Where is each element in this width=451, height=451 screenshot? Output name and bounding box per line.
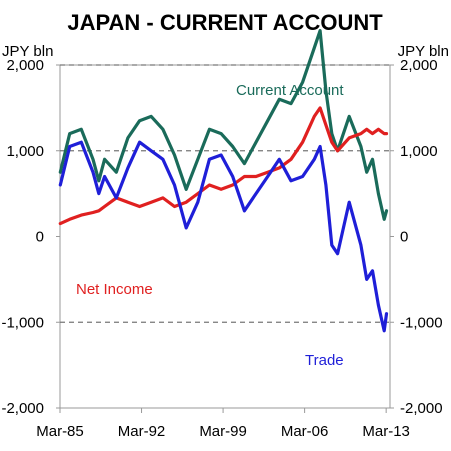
y-axis-right: 2,000 1,000 0 -1,000 -2,000 [390,57,443,417]
x-tick-label: Mar-85 [36,423,84,440]
y-tick-label-right: 2,000 [400,57,438,74]
series-line-net-income [58,106,389,226]
y-tick-label-right: -1,000 [400,314,443,331]
y-tick-label-right: 0 [400,229,408,246]
y-tick-label-left: -1,000 [1,314,44,331]
left-unit-label: JPY bln [2,43,53,60]
series-label-net-income: Net Income [76,281,153,298]
x-tick-label: Mar-13 [362,423,410,440]
grid-lines [60,64,390,323]
series-label-current-account: Current Account [236,82,344,99]
x-tick-label: Mar-99 [199,423,247,440]
series-label-trade: Trade [305,352,344,369]
series-line-current-account [58,29,389,221]
x-tick-label: Mar-92 [118,423,166,440]
series-labels: Current Account Net Income Trade [76,82,344,369]
y-tick-label-right: 1,000 [400,143,438,160]
series-line-trade [58,140,389,333]
x-axis: Mar-85 Mar-92 Mar-99 Mar-06 Mar-13 [36,408,410,440]
series-lines [58,29,389,333]
y-tick-label-left: 2,000 [6,57,44,74]
y-axis-left: 2,000 1,000 0 -1,000 -2,000 [1,57,60,417]
y-tick-label-left: 1,000 [6,143,44,160]
y-tick-label-left: -2,000 [1,400,44,417]
y-tick-label-left: 0 [36,229,44,246]
x-tick-label: Mar-06 [281,423,329,440]
y-tick-label-right: -2,000 [400,400,443,417]
chart-title: JAPAN - CURRENT ACCOUNT [67,10,383,35]
right-unit-label: JPY bln [398,43,449,60]
